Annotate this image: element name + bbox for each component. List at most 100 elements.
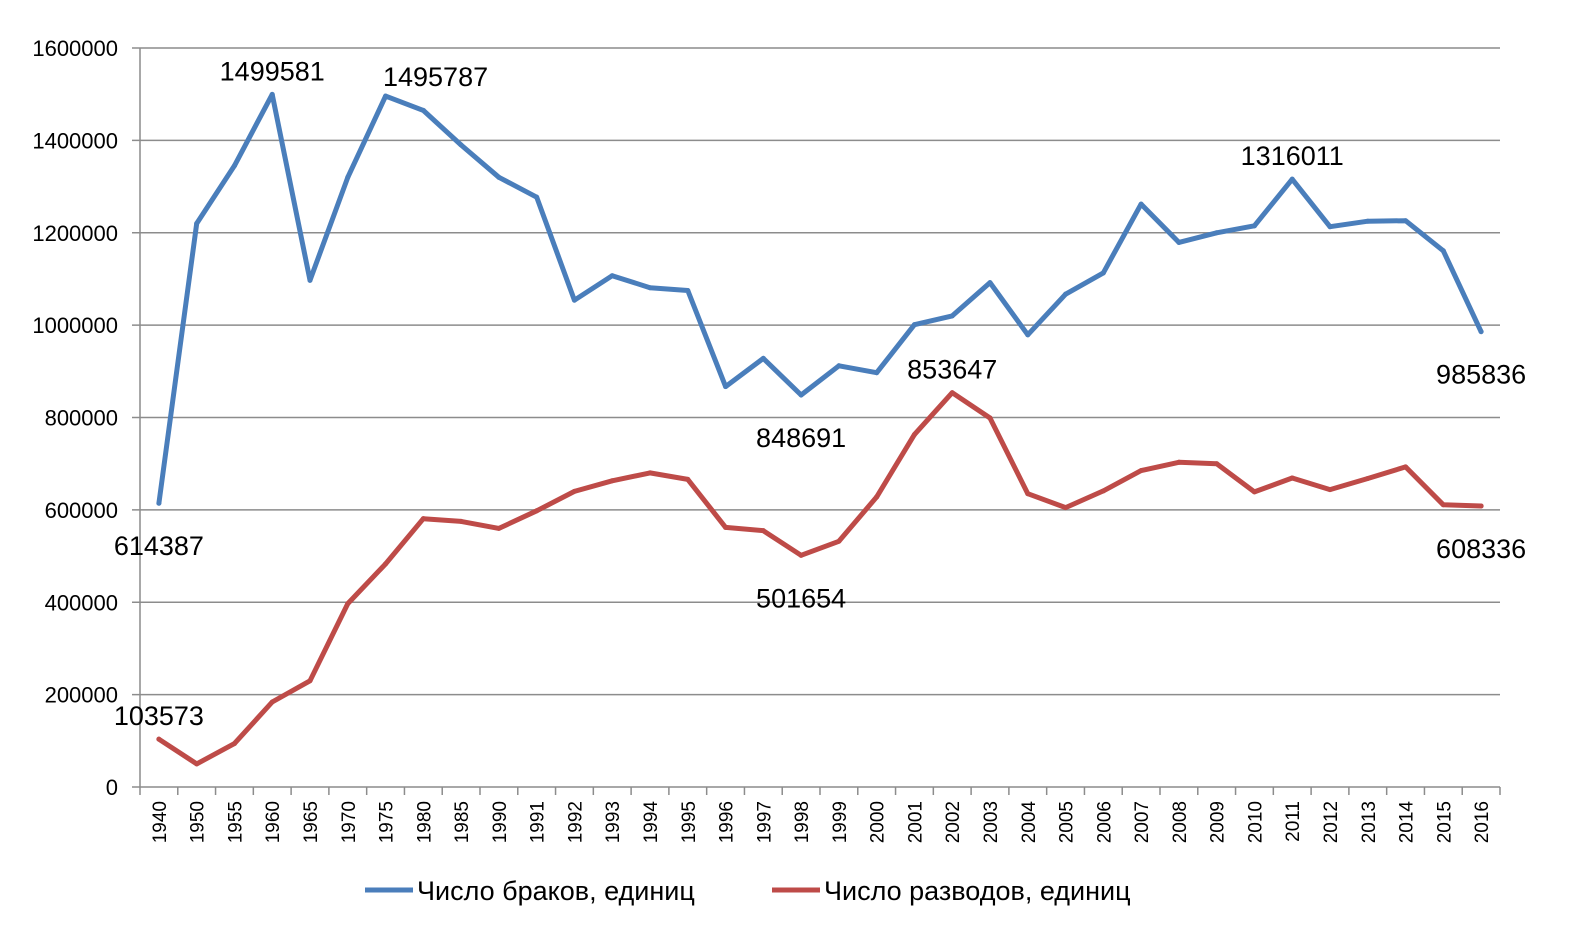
- data-point: [685, 476, 691, 482]
- data-point: [1289, 475, 1295, 481]
- x-tick-label: 2001: [905, 801, 926, 843]
- data-label: 1316011: [1241, 141, 1344, 171]
- data-point: [194, 761, 200, 767]
- x-tick-label: 2002: [943, 801, 964, 843]
- y-tick-label: 1200000: [32, 221, 118, 246]
- data-point: [307, 678, 313, 684]
- x-tick-label: 1950: [188, 801, 209, 843]
- data-point: [1440, 248, 1446, 254]
- y-tick-label: 400000: [45, 590, 118, 615]
- data-point: [1327, 487, 1333, 493]
- data-point: [1138, 201, 1144, 207]
- data-point: [760, 355, 766, 361]
- legend-label-2: Число разводов, единиц: [824, 876, 1131, 906]
- x-tick-label: 1992: [565, 801, 586, 843]
- data-point: [1025, 332, 1031, 338]
- x-tick-label: 1998: [792, 801, 813, 843]
- data-point: [1365, 218, 1371, 224]
- data-point: [496, 174, 502, 180]
- data-point: [307, 277, 313, 283]
- x-tick-label: 1975: [377, 801, 398, 843]
- y-tick-label: 600000: [45, 498, 118, 523]
- data-point: [1403, 464, 1409, 470]
- x-tick-label: 2010: [1245, 801, 1266, 843]
- data-point: [1176, 459, 1182, 465]
- data-point: [647, 285, 653, 291]
- data-label: 608336: [1436, 534, 1526, 564]
- x-tick-label: 1990: [490, 801, 511, 843]
- x-tick-label: 2011: [1283, 801, 1304, 842]
- legend: Число браков, единиц Число разводов, един…: [365, 876, 1131, 906]
- data-label: 1495787: [383, 62, 488, 92]
- y-tick-label: 800000: [45, 406, 118, 431]
- data-label: 853647: [907, 355, 997, 385]
- x-tick-label: 2000: [868, 801, 889, 843]
- data-point: [723, 384, 729, 390]
- x-tick-label: 1994: [641, 801, 662, 844]
- data-point: [1403, 218, 1409, 224]
- data-point: [194, 221, 200, 227]
- x-tick-label: 1997: [754, 801, 775, 843]
- data-point: [760, 528, 766, 534]
- data-point: [496, 525, 502, 531]
- y-tick-label: 1400000: [32, 128, 118, 153]
- y-tick-label: 0: [106, 775, 118, 800]
- data-point: [1289, 176, 1295, 182]
- data-point: [874, 370, 880, 376]
- data-label: 848691: [756, 423, 846, 453]
- data-point: [1025, 491, 1031, 497]
- data-point: [685, 287, 691, 293]
- data-point: [949, 313, 955, 319]
- data-point: [798, 392, 804, 398]
- data-point: [1327, 224, 1333, 230]
- x-tick-label: 2007: [1132, 801, 1153, 843]
- data-label: 501654: [756, 583, 846, 613]
- x-tick-label: 2012: [1321, 801, 1342, 843]
- data-point: [383, 93, 389, 99]
- data-point: [609, 273, 615, 279]
- data-point: [1138, 468, 1144, 474]
- legend-label-1: Число браков, единиц: [417, 876, 695, 906]
- data-point: [1365, 475, 1371, 481]
- x-tick-label: 2003: [981, 801, 1002, 843]
- x-tick-label: 1993: [603, 801, 624, 843]
- data-point: [383, 561, 389, 567]
- data-point: [571, 488, 577, 494]
- data-point: [1063, 505, 1069, 511]
- x-tick-label: 2004: [1019, 801, 1040, 844]
- data-point: [156, 500, 162, 506]
- data-point: [345, 601, 351, 607]
- x-tick-label: 1960: [263, 801, 284, 843]
- y-tick-label: 1600000: [32, 36, 118, 61]
- x-tick-label: 2008: [1170, 801, 1191, 843]
- x-tick-label: 1940: [150, 801, 171, 843]
- series-line-2: [156, 390, 1484, 767]
- data-label: 614387: [114, 531, 204, 561]
- series-line-1: [156, 91, 1484, 506]
- x-tick-label: 2005: [1057, 801, 1078, 843]
- x-tick-label: 1985: [452, 801, 473, 843]
- series-lines: [156, 91, 1484, 767]
- data-point: [345, 174, 351, 180]
- data-point: [836, 538, 842, 544]
- x-tick-label: 1955: [225, 801, 246, 843]
- data-point: [911, 432, 917, 438]
- data-point: [458, 142, 464, 148]
- x-tick-label: 1995: [679, 801, 700, 843]
- data-labels: 614387 1499581 1495787 848691 1316011 985836 1…: [114, 56, 1526, 731]
- data-point: [420, 516, 426, 522]
- x-tick-label: 1965: [301, 801, 322, 843]
- data-label: 1499581: [220, 56, 325, 86]
- data-point: [269, 91, 275, 97]
- data-point: [1478, 329, 1484, 335]
- x-tick-label: 2015: [1434, 801, 1455, 843]
- data-point: [534, 194, 540, 200]
- data-label: 985836: [1436, 360, 1526, 390]
- data-point: [911, 322, 917, 328]
- x-tick-label: 2009: [1208, 801, 1229, 843]
- data-point: [987, 280, 993, 286]
- data-point: [798, 552, 804, 558]
- data-point: [156, 736, 162, 742]
- axes: 0 200000 400000 600000 800000 1000000 1200000 1…: [32, 36, 1501, 844]
